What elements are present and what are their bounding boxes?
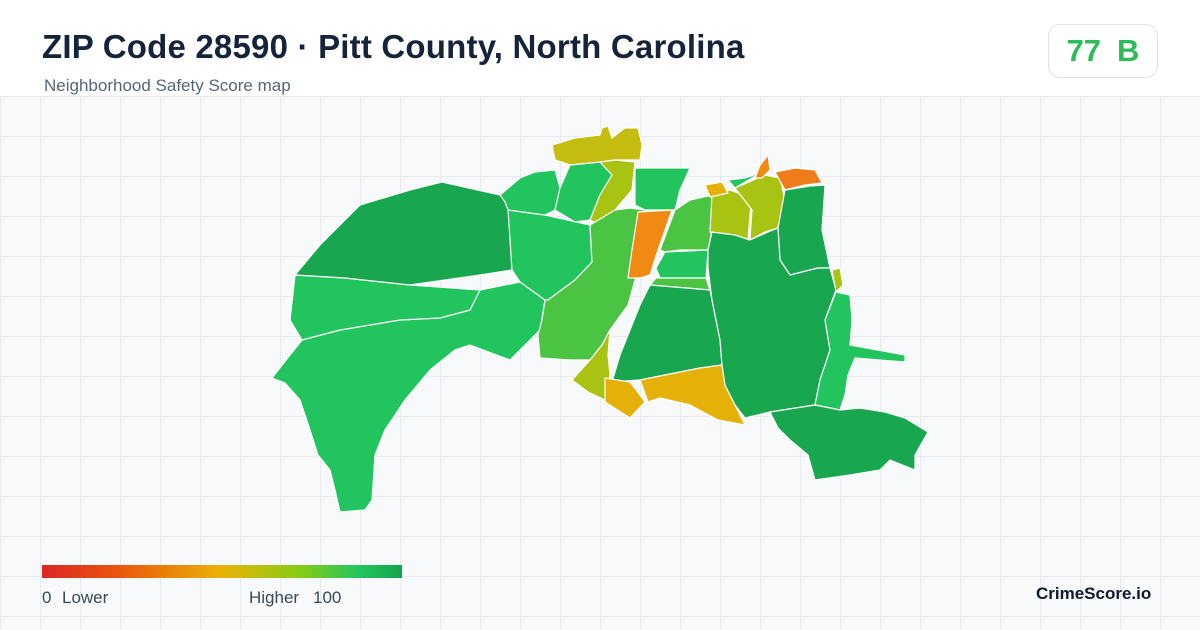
region-east-narrow[interactable]	[814, 291, 906, 411]
page-subtitle: Neighborhood Safety Score map	[44, 76, 291, 95]
region-north-finger[interactable]	[499, 169, 561, 216]
region-south-amber-b[interactable]	[639, 364, 746, 426]
region-southeast[interactable]	[769, 404, 929, 481]
region-south-amber-a[interactable]	[604, 377, 646, 419]
score-value: 77	[1066, 33, 1102, 68]
region-central-small[interactable]	[655, 249, 709, 279]
region-north-c[interactable]	[634, 167, 691, 211]
region-northeast-orange-small[interactable]	[754, 154, 771, 179]
legend-gradient-bar	[42, 565, 402, 578]
region-northeast-small-amber[interactable]	[704, 181, 729, 198]
region-north-top[interactable]	[551, 125, 643, 166]
page-title: ZIP Code 28590 · Pitt County, North Caro…	[42, 28, 745, 65]
region-central-band[interactable]	[537, 207, 646, 361]
score-grade: B	[1117, 33, 1140, 68]
legend-max-label: Higher	[249, 588, 300, 607]
region-east-top[interactable]	[777, 184, 831, 276]
region-south-yellowgreen[interactable]	[571, 329, 611, 401]
region-northwest[interactable]	[294, 181, 513, 286]
region-east-sliver[interactable]	[831, 267, 844, 293]
legend-min-value: 0	[42, 588, 52, 607]
legend-min-label: Lower	[62, 588, 109, 607]
score-badge: 77 B	[1048, 24, 1158, 78]
header: ZIP Code 28590 · Pitt County, North Caro…	[0, 0, 1200, 96]
legend-max-value: 100	[313, 588, 342, 607]
region-central-orange[interactable]	[627, 209, 673, 279]
brand-logo-text[interactable]: CrimeScore.io	[1036, 584, 1152, 603]
